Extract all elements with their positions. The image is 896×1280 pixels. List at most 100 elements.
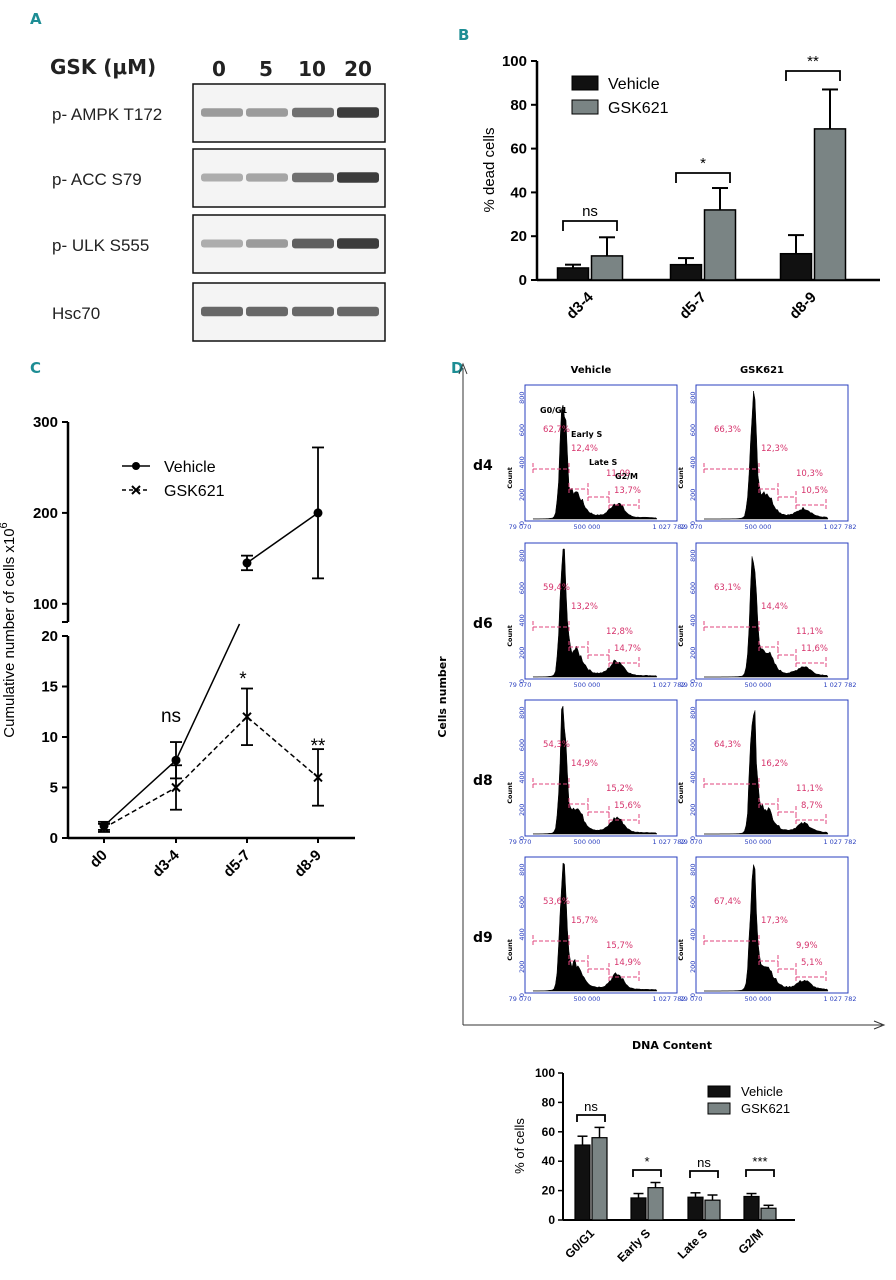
significance-bracket [675,172,731,183]
y-tick-label: 20 [510,228,527,245]
phase-percentage: 14,4% [761,602,788,612]
y-axis-label: % dead cells [481,127,498,212]
histogram-y-tick: 0 [518,993,526,997]
panel-a: A GSK (μM) 0 5 10 20 p- AMPK T172 p- ACC S79… [30,10,386,342]
x-tick-label: d5-7 [676,289,710,323]
legend-label: GSK621 [608,100,669,117]
vehicle-point [171,755,181,765]
histogram-y-tick: 0 [518,679,526,683]
phase-percentage: 17,3% [761,916,788,926]
histogram-frame [524,856,678,994]
phase-percentage: 15,7% [571,916,598,926]
gsk621-bar [647,1187,664,1221]
flow-histogram: 0 200 400 600 800 Count 79 070 500 000 1 027 782… [506,699,686,846]
gsk621-point [313,772,323,783]
vehicle-bar [630,1197,647,1221]
blot-label: p- ACC S79 [52,170,142,189]
histogram-y-tick: 0 [689,993,697,997]
x-axis-arrowhead [873,1020,886,1030]
phase-percentage: 10,5% [801,486,828,496]
phase-percentage: 15,6% [614,801,641,811]
flow-histogram: 0 200 400 600 800 Count 79 070 500 000 1 027 782… [506,542,686,689]
histogram-y-tick: 400 [518,456,526,468]
flow-histogram: 0 200 400 600 800 Count 79 070 500 000 1 027 782… [506,856,686,1003]
histogram-count-label: Count [506,467,514,489]
dna-histogram-area [532,705,658,835]
legend-label: Vehicle [608,76,660,93]
histogram-y-tick: 400 [689,928,697,940]
histogram-x-tick: 79 070 [509,838,532,846]
histogram-x-tick: 1 027 782 [823,995,856,1003]
blot-band [292,306,334,317]
gsk621-bar [590,255,624,281]
phase-gate [532,463,570,475]
histogram-row-label: d4 [473,458,493,474]
histogram-x-tick: 79 070 [680,995,703,1003]
significance-bracket [745,1169,775,1177]
legend-label: GSK621 [741,1101,790,1116]
blot-band [201,306,243,317]
y-tick-label: 15 [41,679,58,696]
blot-band [337,172,379,183]
significance-label: ** [807,53,819,70]
histogram-x-tick: 1 027 782 [652,995,685,1003]
phase-gate [532,778,570,790]
phase-percentage: 11,1% [796,784,823,794]
histogram-count-label: Count [677,939,685,961]
histogram-y-tick: 800 [518,549,526,561]
phase-gate [608,971,640,983]
histogram-x-tick: 79 070 [680,523,703,531]
histogram-count-label: Count [506,939,514,961]
histogram-count-label: Count [677,782,685,804]
vehicle-point [242,558,252,568]
flow-histogram: 0 200 400 600 800 Count 79 070 500 000 1 027 782… [677,542,857,689]
histogram-row-label: d6 [473,616,493,632]
phase-percentage: 5,1% [801,958,823,968]
histogram-y-tick: 600 [689,896,697,908]
histogram-y-tick: 0 [689,679,697,683]
phase-gate [795,499,827,511]
vehicle-bar [687,1196,704,1221]
phase-gate [795,657,827,669]
y-tick-label: 0 [548,1213,555,1227]
flow-histogram: 0 200 400 600 800 Count 79 070 500 000 1 027 782… [677,384,857,531]
phase-percentage: 62,7% [543,425,570,435]
phase-percentage: 15,2% [606,784,633,794]
significance-label: ns [161,706,181,727]
histogram-y-tick: 200 [518,489,526,501]
histogram-x-tick: 500 000 [745,681,772,689]
y-tick-label: 10 [41,729,58,746]
histogram-count-label: Count [677,625,685,647]
histogram-row-label: d9 [473,930,493,946]
phase-gate [608,657,640,669]
vehicle-bar [743,1195,760,1221]
significance-label: ns [582,203,598,220]
histogram-count-label: Count [677,467,685,489]
phase-percentage: 66,3% [714,425,741,435]
histogram-y-tick: 800 [689,706,697,718]
histogram-y-tick: 0 [518,836,526,840]
significance-label: ** [311,736,326,757]
blot-band [201,173,243,182]
phase-gate [532,621,570,633]
dose-5: 5 [259,57,273,81]
western-blots: p- AMPK T172 p- ACC S79 p- ULK S555 Hsc70 [52,83,386,342]
vehicle-bar [574,1144,591,1221]
panel-a-label: A [30,10,42,28]
histogram-x-tick: 500 000 [574,838,601,846]
histogram-x-tick: 500 000 [745,523,772,531]
blot-band [246,306,288,317]
gsk621-point [99,823,109,833]
blot-band [246,239,288,248]
y-axis-label-exponent: 6 [0,522,10,528]
y-tick-label: 200 [33,505,58,522]
phase-percentage: 14,9% [571,759,598,769]
histogram-y-tick: 200 [689,961,697,973]
x-tick-label: d3-4 [149,846,183,880]
histogram-y-tick: 800 [689,549,697,561]
histogram-y-tick: 800 [689,391,697,403]
histogram-x-tick: 1 027 782 [823,838,856,846]
phase-label-g2m: G2/M [615,472,638,481]
gsk621-bar [813,128,847,281]
gsk621-bar [703,209,737,281]
